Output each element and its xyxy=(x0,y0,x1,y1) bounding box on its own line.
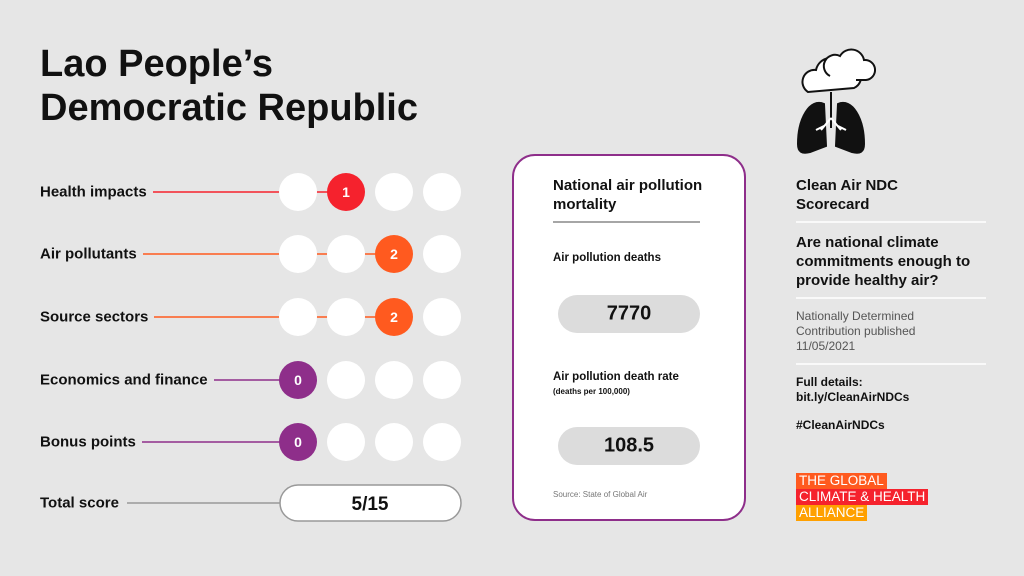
source: Source: State of Global Air xyxy=(553,490,648,499)
rate-label: Air pollution death rate xyxy=(553,371,679,383)
question: Are national climate commitments enough … xyxy=(796,234,971,289)
logo-line: CLIMATE & HEALTH xyxy=(796,489,929,505)
empty-circle xyxy=(423,235,461,273)
deaths-value: 7770 xyxy=(606,302,652,325)
row-label: Air pollutants xyxy=(40,245,137,263)
logo-line: THE GLOBAL xyxy=(796,473,887,489)
rate-unit: (deaths per 100,000) xyxy=(553,387,630,396)
published: Nationally Determined Contribution publi… xyxy=(796,309,916,353)
empty-circle xyxy=(327,235,365,273)
empty-circle xyxy=(375,423,413,461)
logo-line: ALLIANCE xyxy=(796,505,868,521)
empty-circle xyxy=(327,423,365,461)
empty-circle xyxy=(423,173,461,211)
empty-circle xyxy=(279,298,317,336)
empty-circle xyxy=(279,235,317,273)
empty-circle xyxy=(423,423,461,461)
score-circle xyxy=(375,235,413,273)
rate-pill xyxy=(558,427,700,465)
deaths-pill xyxy=(558,295,700,333)
score-value: 0 xyxy=(294,372,302,388)
deaths-label: Air pollution deaths xyxy=(553,252,661,264)
empty-circle xyxy=(327,361,365,399)
score-circle xyxy=(279,423,317,461)
empty-circle xyxy=(327,298,365,336)
empty-circle xyxy=(375,173,413,211)
lungs-icon xyxy=(796,48,876,154)
rate-value: 108.5 xyxy=(603,434,655,457)
hashtag: #CleanAirNDCs xyxy=(796,418,885,432)
total-value: 5/15 xyxy=(352,494,389,515)
score-value: 1 xyxy=(342,184,350,200)
total-pill xyxy=(279,484,462,522)
score-value: 0 xyxy=(294,434,302,450)
empty-circle xyxy=(423,361,461,399)
details-link[interactable]: bit.ly/CleanAirNDCs xyxy=(796,390,910,404)
row-label: Source sectors xyxy=(40,308,149,326)
country-title: Lao People’s Democratic Republic xyxy=(40,43,418,129)
details-label: Full details: xyxy=(796,375,863,389)
row-label: Economics and finance xyxy=(40,371,208,389)
score-value: 2 xyxy=(390,246,398,262)
score-value: 2 xyxy=(390,309,398,325)
row-label: Health impacts xyxy=(40,183,147,201)
score-circle xyxy=(279,361,317,399)
card-title: National air pollution mortality xyxy=(553,177,703,213)
empty-circle xyxy=(423,298,461,336)
scorecard-title: Clean Air NDC Scorecard xyxy=(796,177,898,213)
total-label: Total score xyxy=(40,494,119,512)
score-circle xyxy=(375,298,413,336)
score-circle xyxy=(327,173,365,211)
row-label: Bonus points xyxy=(40,433,136,451)
empty-circle xyxy=(279,173,317,211)
empty-circle xyxy=(375,361,413,399)
